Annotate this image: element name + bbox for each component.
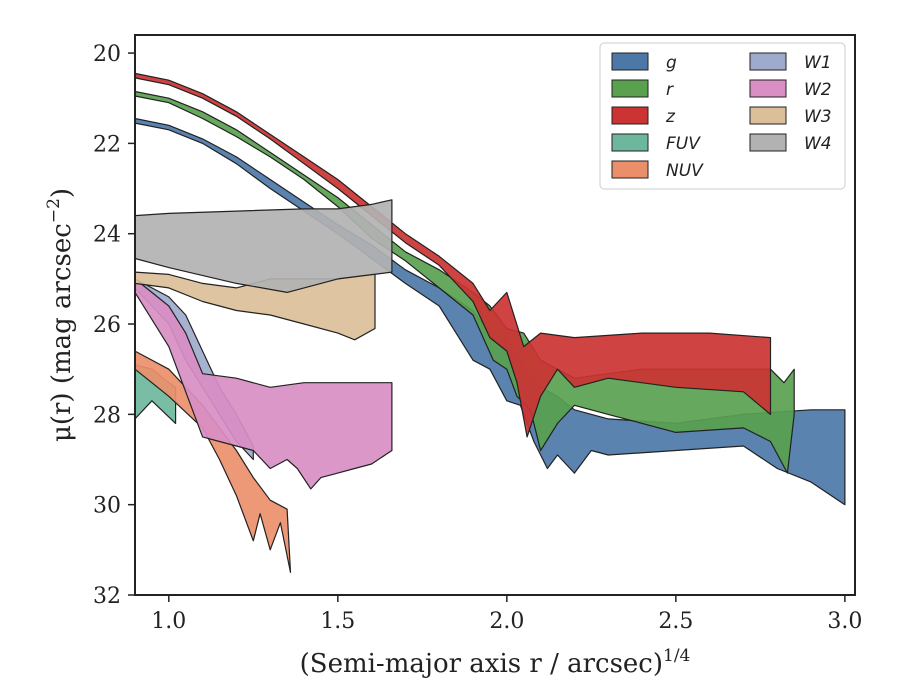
legend-label-r: r <box>666 80 674 100</box>
area-w2 <box>134 278 393 490</box>
y-tick-label: 22 <box>93 132 121 157</box>
legend-swatch-nuv <box>611 160 649 179</box>
legend-label-w3: W3 <box>804 107 832 127</box>
y-tick-label: 24 <box>93 223 121 248</box>
legend-swatch-fuv <box>611 133 649 152</box>
legend-label-g: g <box>666 53 677 73</box>
plot-frame <box>134 34 856 596</box>
x-tick-label: 2.5 <box>658 609 693 634</box>
legend-label-fuv: FUV <box>666 134 701 154</box>
area-w3 <box>134 271 376 341</box>
area-w4 <box>134 199 393 293</box>
y-tick-label: 20 <box>93 42 121 67</box>
x-axis-label: (Semi-major axis r / arcsec)1/4 <box>300 646 691 679</box>
legend-swatch-r <box>611 79 649 98</box>
x-tick-label: 1.5 <box>320 609 355 634</box>
x-tick-label: 2.0 <box>489 609 524 634</box>
area-z <box>134 72 772 438</box>
legend-swatch-g <box>611 52 649 71</box>
y-tick-label: 32 <box>93 584 121 609</box>
legend-label-w4: W4 <box>804 134 832 154</box>
legend-swatch-w2 <box>749 79 787 98</box>
legend-label-z: z <box>665 107 676 127</box>
legend-swatch-w4 <box>749 133 787 152</box>
y-tick-label: 30 <box>93 494 121 519</box>
x-axis: 1.0 1.5 2.0 2.5 3.0 <box>151 595 862 634</box>
legend-label-w2: W2 <box>804 80 832 100</box>
y-axis-label: μ(r) (mag arcsec−2) <box>44 188 77 442</box>
legend-swatch-w3 <box>749 106 787 125</box>
y-tick-label: 26 <box>93 313 121 338</box>
x-tick-label: 3.0 <box>827 609 862 634</box>
legend-swatch-z <box>611 106 649 125</box>
y-axis: 20 22 24 26 28 30 32 <box>93 42 135 609</box>
x-tick-label: 1.0 <box>151 609 186 634</box>
series-areas <box>134 72 846 574</box>
y-tick-label: 28 <box>93 403 121 428</box>
legend-swatch-w1 <box>749 52 787 71</box>
legend-label-w1: W1 <box>804 53 832 73</box>
legend-label-nuv: NUV <box>666 161 704 181</box>
legend: grz FUV NUV W1 W2 W3 W4 <box>599 42 846 190</box>
